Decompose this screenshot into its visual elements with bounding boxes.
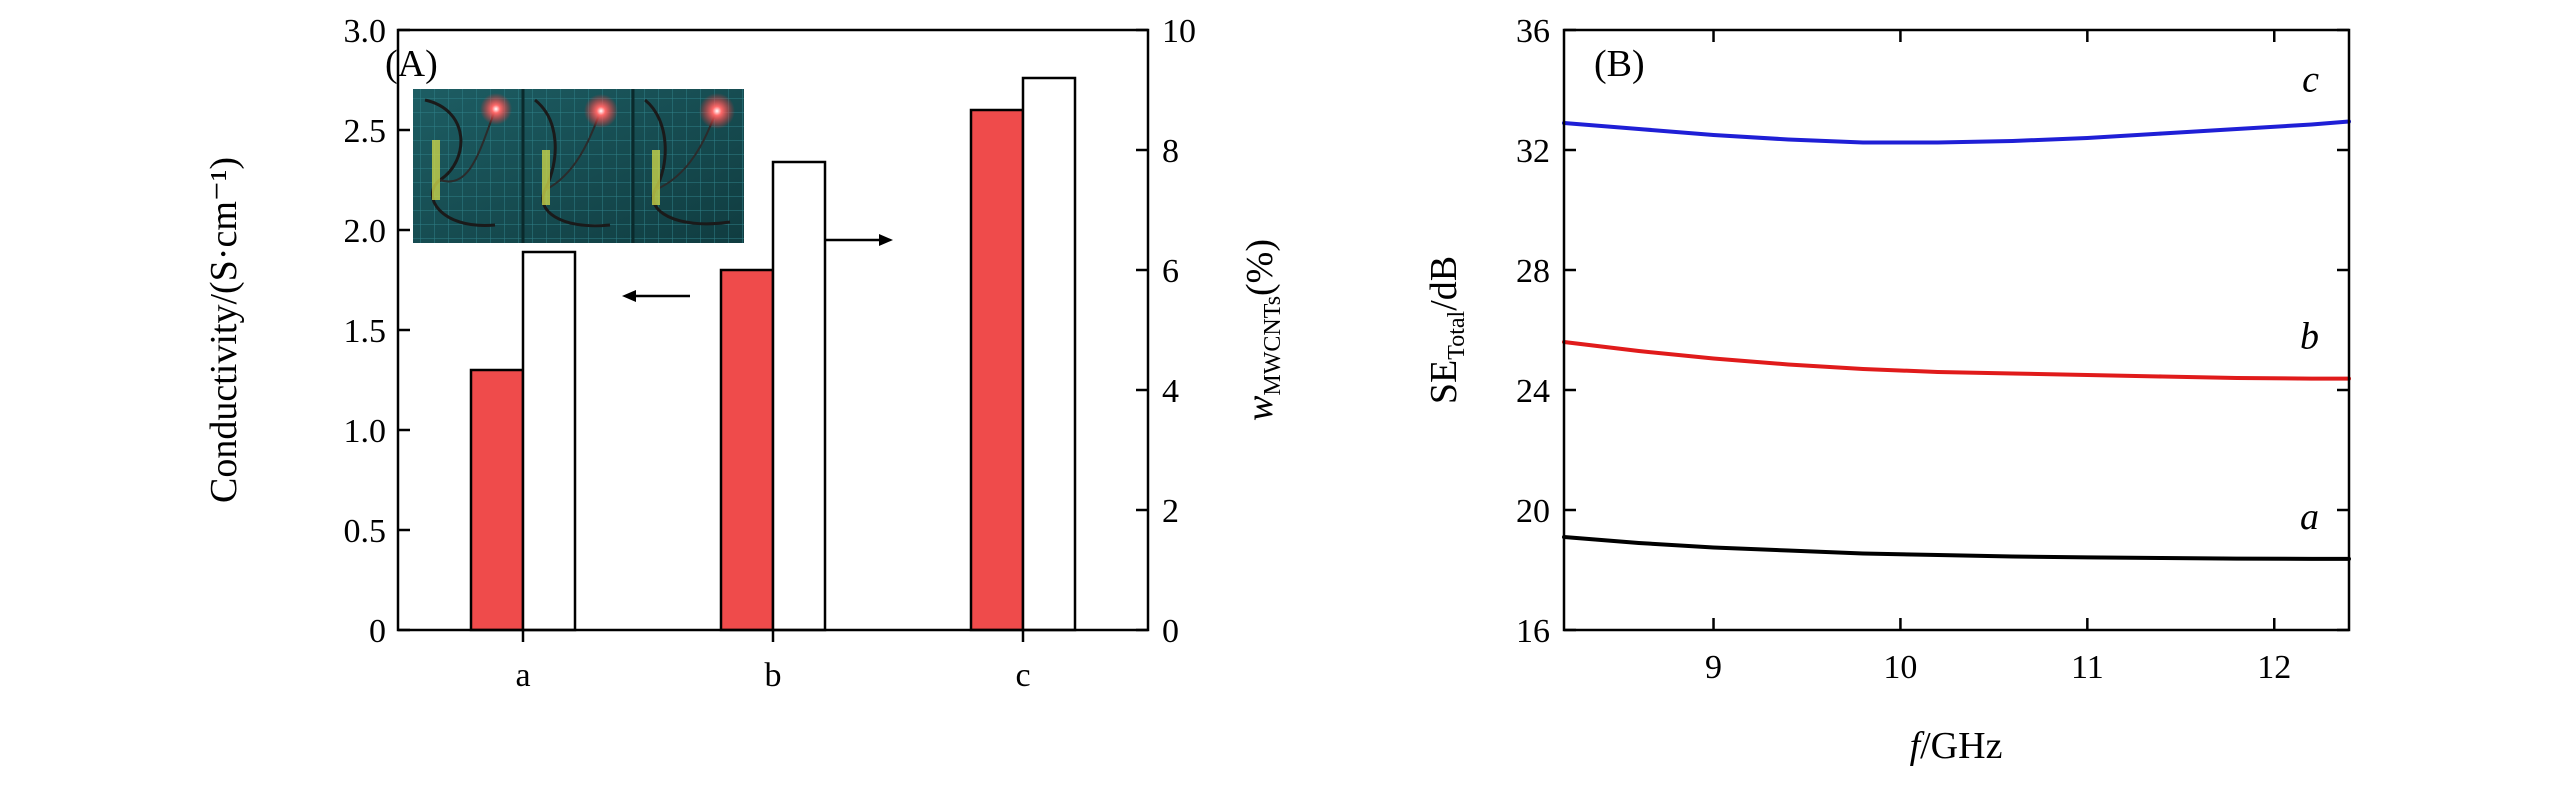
bar-group — [469, 76, 1077, 632]
left-tick-label: 1.5 — [344, 313, 387, 350]
curve-labels: a b c — [2300, 59, 2319, 538]
left-y-axis: 0 0.5 1.0 1.5 2.0 2.5 3.0 — [344, 13, 410, 650]
conductivity-bar-a — [469, 368, 525, 632]
plot-frame-b — [1562, 28, 2351, 632]
right-axis-arrow — [825, 234, 893, 246]
conductivity-bar-b — [719, 268, 775, 632]
curve-b — [1562, 340, 2351, 381]
x-tick-label: c — [1015, 657, 1030, 694]
mass-fraction-bar-c — [1021, 76, 1077, 632]
left-tick-label: 2.5 — [344, 113, 387, 150]
left-tick-label: 0 — [369, 613, 386, 650]
curve-label-b: b — [2300, 316, 2319, 358]
left-axis-title: Conductivity/(S·cm⁻¹) — [203, 157, 245, 503]
x-tick-label: a — [515, 657, 530, 694]
right-axis-title: wMWCNTs(%) — [1239, 239, 1286, 421]
y-tick-label: 24 — [1516, 373, 1550, 410]
y-axis-title-main: SE — [1423, 360, 1465, 404]
right-tick-label: 8 — [1162, 133, 1179, 170]
y-axis-title: SETotal/dB — [1423, 256, 1470, 404]
right-tick-label: 0 — [1162, 613, 1179, 650]
y-tick-label: 36 — [1516, 13, 1550, 50]
conductivity-bar-chart: 0 0.5 1.0 1.5 2.0 2.5 3.0 0 2 4 6 8 10 a b c (A) Cond… — [203, 13, 1286, 694]
curve-c — [1562, 119, 2351, 145]
x-tick-label: 11 — [2071, 649, 2104, 686]
x-tick-label: 10 — [1883, 649, 1917, 686]
right-y-axis: 0 2 4 6 8 10 — [1136, 13, 1196, 650]
curve-a — [1562, 535, 2351, 561]
x-axis-title-rest: /GHz — [1920, 725, 2002, 767]
y-tick-label: 16 — [1516, 613, 1550, 650]
left-tick-label: 1.0 — [344, 413, 387, 450]
panel-label-a: (A) — [385, 43, 438, 85]
curve-label-c: c — [2302, 59, 2319, 101]
right-axis-title-main: w — [1239, 395, 1281, 421]
y-tick-label: 32 — [1516, 133, 1550, 170]
right-tick-label: 10 — [1162, 13, 1196, 50]
line-group — [1562, 119, 2351, 561]
conductivity-bar-c — [969, 108, 1025, 632]
panel-label-b: (B) — [1594, 43, 1645, 85]
left-tick-label: 0.5 — [344, 513, 387, 550]
y-tick-label: 28 — [1516, 253, 1550, 290]
mass-fraction-bar-a — [521, 250, 577, 632]
right-tick-label: 2 — [1162, 493, 1179, 530]
right-axis-title-sub: MWCNTs — [1260, 296, 1286, 396]
x-axis: a b c — [515, 630, 1031, 694]
x-tick-label: b — [765, 657, 782, 694]
x-tick-label: 12 — [2257, 649, 2291, 686]
x-tick-label: 9 — [1705, 649, 1722, 686]
mass-fraction-bar-b — [771, 160, 827, 632]
x-axis-title: f/GHz — [1910, 725, 2003, 767]
right-axis-title-suffix: (%) — [1239, 239, 1281, 296]
left-axis-arrow — [622, 290, 690, 302]
y-axis-title-sub: Total — [1444, 310, 1470, 359]
x-axis: 9 10 11 12 — [1705, 30, 2291, 686]
left-tick-label: 3.0 — [344, 13, 387, 50]
left-tick-label: 2.0 — [344, 213, 387, 250]
led-circuit-photo — [413, 89, 744, 243]
right-tick-label: 6 — [1162, 253, 1179, 290]
y-tick-label: 20 — [1516, 493, 1550, 530]
y-axis-title-suffix: /dB — [1423, 256, 1465, 311]
y-axis: 16 20 24 28 32 36 — [1516, 13, 2349, 650]
curve-label-a: a — [2300, 496, 2319, 538]
right-tick-label: 4 — [1162, 373, 1179, 410]
